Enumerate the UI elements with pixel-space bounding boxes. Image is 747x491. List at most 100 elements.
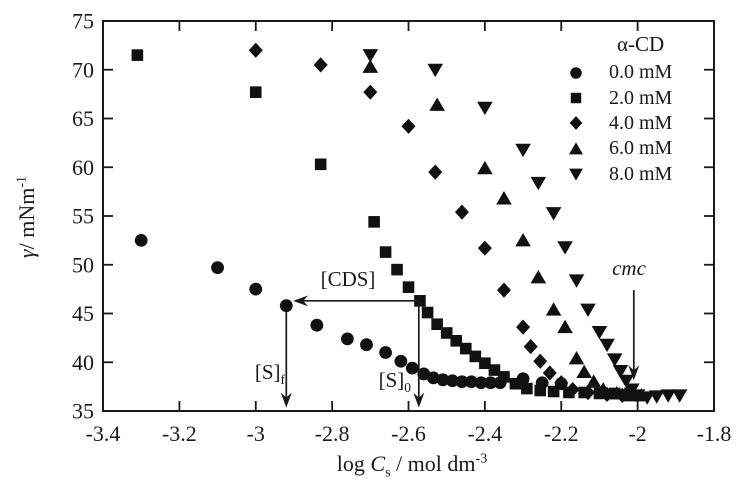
- x-tick-label: -2.6: [391, 421, 426, 446]
- data-point: [488, 364, 501, 376]
- data-point: [515, 143, 531, 158]
- data-point: [576, 364, 592, 378]
- legend-title: α-CD: [617, 32, 665, 56]
- data-point: [595, 382, 612, 396]
- data-point: [450, 335, 463, 347]
- x-tick-label: -3.2: [162, 421, 197, 446]
- data-point: [530, 176, 547, 191]
- data-point: [426, 371, 440, 385]
- data-point: [671, 389, 688, 403]
- series-0.0-mM: [134, 233, 568, 391]
- data-point: [469, 350, 482, 363]
- data-point: [509, 377, 522, 390]
- data-point: [585, 374, 602, 388]
- y-tick-label: 60: [72, 155, 94, 180]
- data-point: [391, 263, 403, 276]
- data-point: [455, 375, 469, 389]
- x-tick-label: -3: [247, 421, 265, 446]
- data-point: [568, 274, 585, 288]
- data-point: [313, 57, 328, 73]
- data-point: [363, 84, 378, 100]
- data-point: [440, 327, 453, 339]
- data-point: [362, 49, 379, 63]
- data-point: [521, 382, 533, 395]
- data-point: [557, 241, 573, 255]
- y-axis-title-unit: / mNm: [14, 187, 39, 250]
- annotation-cds-label: [CDS]: [320, 267, 376, 291]
- data-point: [580, 384, 595, 401]
- y-tick-label: 70: [72, 57, 94, 82]
- annotation-s-initial-label: [S]0: [378, 368, 411, 396]
- y-tick-label: 40: [72, 350, 94, 375]
- annotation-arrow: [413, 300, 425, 408]
- data-point: [402, 281, 415, 293]
- data-point: [534, 384, 547, 397]
- y-axis-title-exponent: -1: [13, 175, 30, 188]
- legend-item-6.0-mM: 6.0 mM: [560, 136, 672, 161]
- legend-item-label: 2.0 mM: [609, 86, 673, 109]
- annotation-s-free-label: [S]f: [254, 360, 285, 388]
- data-point: [599, 338, 615, 353]
- y-axis-title-gamma: γ: [14, 249, 39, 259]
- data-point: [580, 303, 596, 317]
- annotation-cmc-label: cmc: [612, 256, 646, 280]
- diamond-marker-icon: [560, 114, 592, 132]
- data-point: [542, 365, 557, 381]
- data-point: [428, 164, 443, 180]
- data-point: [639, 391, 655, 405]
- annotation-arrow: [628, 290, 640, 381]
- series-4.0-mM: [248, 42, 630, 403]
- legend-rows: 0.0 mM 2.0 mM 4.0 mM 6.0 mM 8.0 mM: [560, 60, 672, 187]
- x-axis-title-exponent: -3: [475, 450, 488, 467]
- data-point: [427, 63, 444, 78]
- data-point: [608, 386, 625, 400]
- data-point: [310, 318, 324, 332]
- data-point: [414, 295, 426, 307]
- legend: α-CD 0.0 mM 2.0 mM 4.0 mM 6.0 mM 8.0 mM: [560, 32, 672, 187]
- data-point: [622, 388, 638, 402]
- data-point: [660, 389, 676, 403]
- legend-item-label: 8.0 mM: [609, 162, 673, 185]
- data-point: [211, 261, 224, 275]
- data-point: [606, 353, 623, 367]
- data-point: [496, 191, 512, 205]
- data-point: [436, 373, 450, 387]
- legend-item-label: 6.0 mM: [609, 137, 673, 160]
- data-point: [279, 299, 293, 313]
- x-tick-label: -2.2: [544, 421, 579, 446]
- data-point: [565, 381, 580, 398]
- x-axis-title: log Cs / mol dm-3: [336, 450, 488, 479]
- data-point: [479, 357, 491, 370]
- data-point: [394, 354, 408, 368]
- data-point: [341, 332, 354, 346]
- legend-item-8.0-mM: 8.0 mM: [560, 162, 672, 187]
- x-axis-title-log: log: [336, 451, 371, 476]
- data-point: [446, 374, 459, 388]
- data-point: [516, 319, 531, 335]
- data-point: [545, 207, 562, 221]
- data-point: [459, 342, 472, 355]
- data-point: [314, 158, 327, 171]
- data-point: [131, 49, 144, 61]
- y-tick-label: 65: [72, 106, 94, 131]
- y-tick-label: 50: [72, 252, 94, 277]
- triangle-up-marker-icon: [560, 140, 592, 158]
- triangle-down-marker-icon: [560, 165, 592, 183]
- data-point: [496, 282, 511, 298]
- data-point: [431, 318, 443, 331]
- data-point: [401, 118, 416, 134]
- legend-item-label: 4.0 mM: [609, 111, 673, 134]
- data-point: [249, 86, 262, 98]
- y-tick-label: 55: [72, 204, 94, 229]
- x-axis-title-variable: C: [370, 451, 386, 476]
- data-point: [568, 350, 585, 365]
- data-point: [484, 376, 498, 390]
- data-point: [545, 302, 562, 316]
- y-tick-label: 75: [72, 9, 94, 34]
- data-point: [533, 353, 548, 369]
- legend-item-label: 0.0 mM: [609, 61, 673, 84]
- data-point: [362, 59, 379, 73]
- data-point: [360, 338, 373, 352]
- legend-item-2.0-mM: 2.0 mM: [560, 85, 672, 110]
